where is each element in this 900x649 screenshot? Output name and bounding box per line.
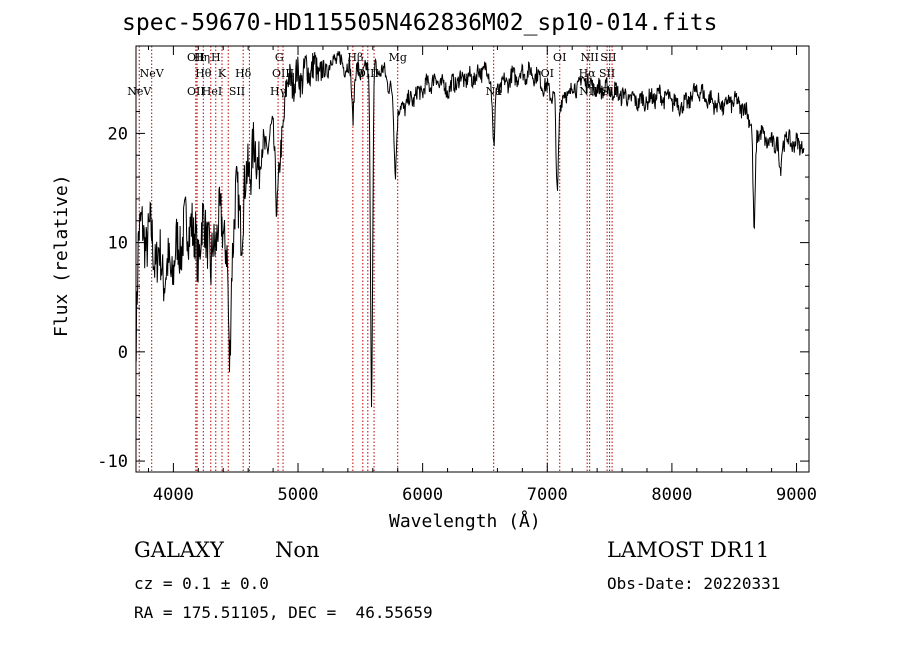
- coordinates-text: RA = 175.51105, DEC = 46.55659: [134, 603, 433, 622]
- plot-frame: [135, 45, 810, 473]
- spectral-line-label: SII: [229, 85, 245, 98]
- redshift-text: cz = 0.1 ± 0.0: [134, 574, 269, 593]
- spectral-line-label: K: [218, 67, 227, 80]
- x-tick-label: 5000: [278, 485, 319, 505]
- spectral-line-label: OII: [187, 85, 205, 98]
- spectral-line-label: SII: [600, 51, 616, 64]
- x-tick-label: 4000: [153, 485, 194, 505]
- spectral-line-label: OI: [553, 51, 566, 64]
- x-tick-label: 8000: [651, 485, 692, 505]
- x-tick-label: 7000: [527, 485, 568, 505]
- spectral-line-label: Hδ: [235, 67, 252, 80]
- y-axis-ticks: -10 0 10 20: [97, 89, 809, 472]
- survey-name: LAMOST DR11: [607, 538, 770, 562]
- spectral-line-label: NII: [580, 51, 598, 64]
- object-subclass: Non: [275, 538, 320, 562]
- spectral-line-label: Hη: [194, 51, 210, 64]
- spectral-line-label: Hβ: [347, 51, 363, 64]
- x-axis-label: Wavelength (Å): [389, 511, 541, 532]
- spectral-line-label: Mg: [389, 51, 407, 64]
- spectrum-line: [135, 51, 805, 408]
- y-tick-label: 0: [118, 343, 128, 363]
- spectral-line-label: H: [211, 51, 221, 64]
- y-tick-label: 20: [108, 124, 128, 144]
- spectral-line-label: G: [275, 51, 284, 64]
- chart-title: spec-59670-HD115505N462836M02_sp10-014.f…: [122, 10, 718, 36]
- spectral-line-label: Hγ: [270, 85, 287, 98]
- x-axis-ticks: 4000 5000 6000 7000 8000 9000: [147, 46, 817, 505]
- x-tick-label: 9000: [776, 485, 817, 505]
- y-tick-label: 10: [108, 234, 128, 254]
- x-tick-label: 6000: [402, 485, 443, 505]
- object-class: GALAXY: [134, 538, 224, 562]
- spectral-line-label: HeI: [202, 85, 222, 98]
- spectral-line-label: SII: [599, 67, 615, 80]
- y-tick-label: -10: [97, 452, 128, 472]
- spectral-line-label: NeV: [127, 85, 152, 98]
- spectral-line-label: NeV: [140, 67, 165, 80]
- spectral-line-label: OII: [187, 51, 205, 64]
- y-axis-label: Flux (relative): [51, 174, 72, 337]
- spectral-line-label: OI: [541, 67, 554, 80]
- spectral-line-label: Hθ: [195, 67, 212, 80]
- obs-date: Obs-Date: 20220331: [607, 574, 781, 593]
